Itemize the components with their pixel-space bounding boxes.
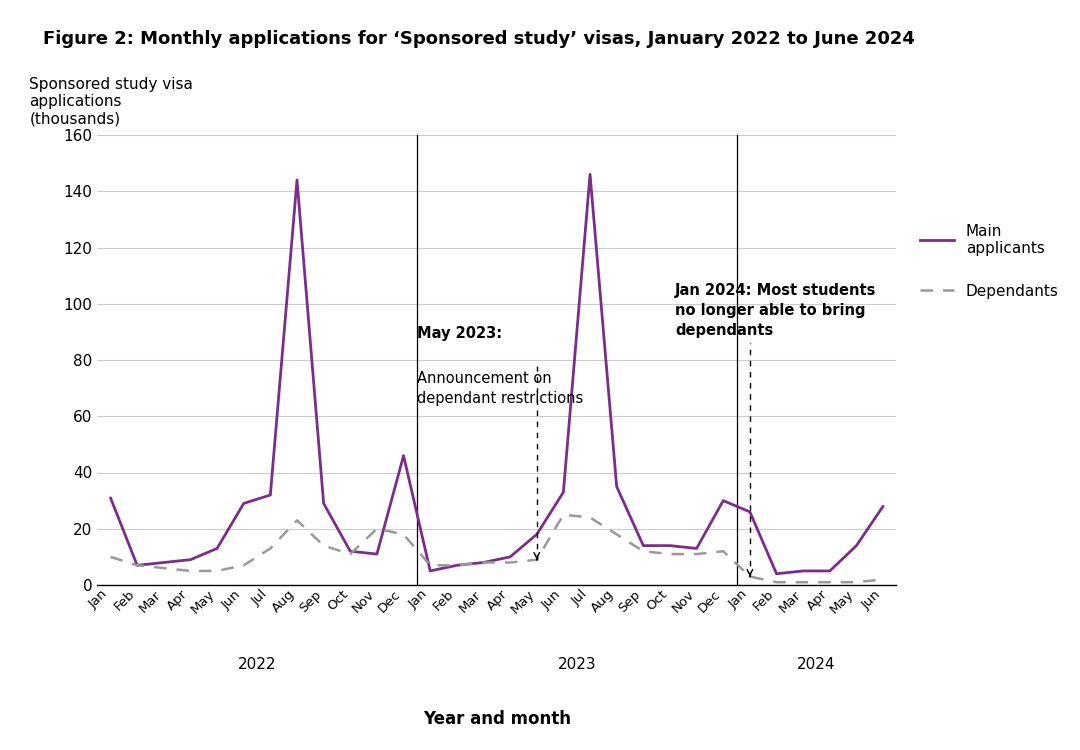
Text: Jan 2024: Most students
no longer able to bring
dependants: Jan 2024: Most students no longer able t…: [675, 283, 877, 338]
Text: Figure 2: Monthly applications for ‘Sponsored study’ visas, January 2022 to June: Figure 2: Monthly applications for ‘Spon…: [43, 30, 915, 48]
Text: May 2023:: May 2023:: [417, 326, 502, 360]
Legend: Main
applicants, Dependants: Main applicants, Dependants: [920, 224, 1058, 298]
Text: Sponsored study visa
applications
(thousands): Sponsored study visa applications (thous…: [29, 76, 193, 126]
Text: 2023: 2023: [557, 657, 596, 672]
Text: Year and month: Year and month: [422, 710, 571, 728]
Text: 2024: 2024: [797, 657, 836, 672]
Text: Announcement on
dependant restrictions: Announcement on dependant restrictions: [417, 371, 583, 406]
Text: 2022: 2022: [238, 657, 276, 672]
